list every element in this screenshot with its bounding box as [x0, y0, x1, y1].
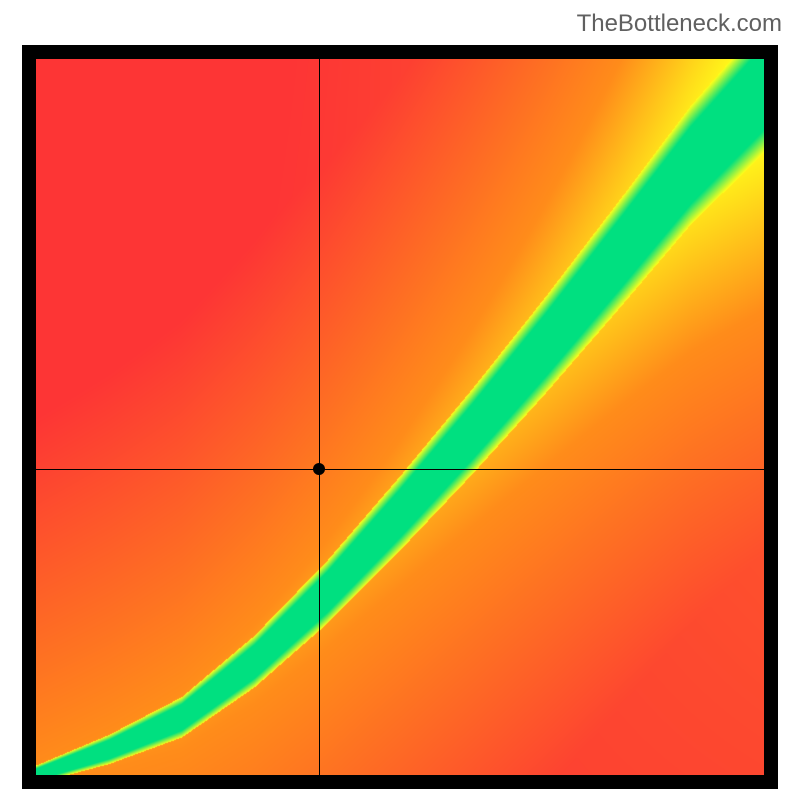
- chart-frame: [22, 45, 778, 789]
- crosshair-marker: [313, 463, 325, 475]
- heatmap-canvas: [36, 59, 764, 775]
- chart-container: TheBottleneck.com: [0, 0, 800, 800]
- plot-area: [36, 59, 764, 775]
- crosshair-horizontal: [36, 469, 764, 470]
- watermark-text: TheBottleneck.com: [577, 10, 782, 38]
- crosshair-vertical: [319, 59, 320, 775]
